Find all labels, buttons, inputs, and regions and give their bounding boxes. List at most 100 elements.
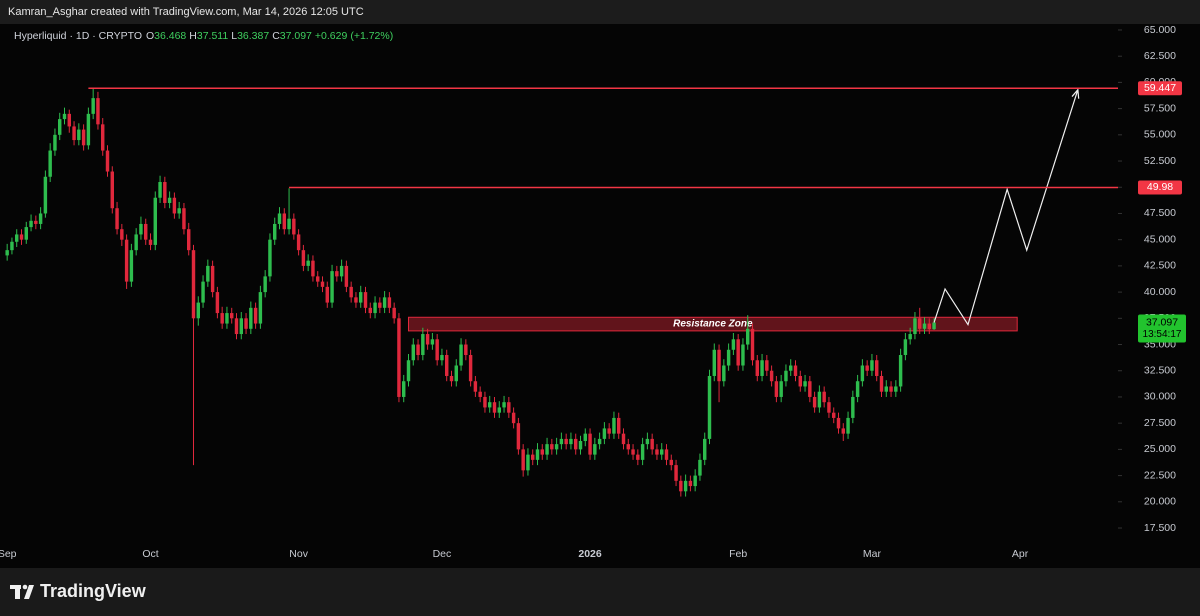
candle-body	[870, 360, 874, 371]
candle-body	[593, 444, 597, 455]
candle-body	[445, 355, 449, 376]
candle-body	[124, 239, 129, 282]
candle-body	[292, 218, 296, 235]
candle-body	[789, 365, 793, 371]
candle-body	[24, 227, 28, 240]
candle-body	[631, 449, 635, 455]
candle-body	[832, 412, 836, 418]
candle-body	[77, 129, 81, 141]
candle-body	[182, 208, 186, 230]
candle-body	[645, 438, 650, 445]
candle-body	[545, 444, 549, 455]
candle-body	[210, 265, 215, 293]
candle-body	[827, 402, 831, 413]
candle-body	[435, 339, 439, 361]
candle-body	[258, 292, 263, 324]
candle-body	[922, 323, 927, 329]
candle-body	[932, 322, 936, 330]
candle-body	[296, 234, 301, 251]
candle-body	[253, 307, 258, 324]
candle-body	[411, 344, 415, 361]
candle-body	[894, 386, 898, 392]
candle-body	[473, 381, 478, 392]
candle-body	[187, 229, 191, 251]
symbol: Hyperliquid · 1D · CRYPTO	[14, 30, 142, 42]
candle-body	[129, 250, 134, 282]
candle-body	[875, 360, 879, 376]
candle-body	[774, 381, 779, 397]
candle-body	[335, 271, 339, 277]
candle-body	[674, 465, 678, 481]
candle-body	[712, 349, 716, 376]
candle-body	[459, 344, 463, 366]
candle-body	[707, 375, 712, 439]
candle-body	[402, 381, 406, 397]
candle-body	[34, 220, 38, 224]
candle-body	[554, 444, 559, 450]
candle-body	[765, 360, 769, 371]
ohlc-value: 36.387	[237, 30, 269, 42]
projection-arrowhead	[1071, 88, 1080, 99]
last-price: 37.097	[1146, 316, 1178, 328]
zone-label: Resistance Zone	[673, 319, 753, 330]
candle-body	[836, 417, 841, 429]
candle-body	[626, 444, 630, 450]
ohlc-value: 37.511	[197, 30, 228, 42]
candle-body	[812, 396, 817, 408]
candle-body	[750, 328, 755, 361]
candle-body	[640, 444, 645, 460]
candle-body	[440, 355, 444, 361]
x-tick-label: Apr	[1012, 548, 1029, 560]
candle-body	[96, 98, 100, 125]
candle-body	[583, 433, 587, 441]
candle-body	[430, 339, 435, 345]
candle-body	[531, 454, 535, 460]
candle-body	[521, 449, 525, 471]
candle-body	[406, 360, 411, 382]
candle-body	[636, 454, 640, 460]
candle-body	[540, 449, 544, 455]
candle-body	[15, 234, 19, 242]
candle-body	[311, 260, 315, 277]
candle-body	[860, 365, 865, 382]
candle-body	[273, 223, 277, 240]
candle-body	[201, 281, 205, 303]
candle-body	[101, 124, 105, 151]
footer-bar	[0, 568, 1200, 616]
candle-body	[363, 292, 368, 308]
candle-body	[454, 365, 458, 382]
candle-body	[655, 449, 659, 455]
candle-body	[105, 150, 110, 172]
candle-body	[588, 433, 592, 455]
candle-body	[769, 370, 774, 382]
candle-body	[650, 438, 654, 450]
candle-body	[86, 113, 91, 146]
y-tick-label: 62.500	[1144, 50, 1176, 62]
candle-body	[263, 276, 267, 293]
candle-body	[10, 241, 14, 251]
candle-body	[29, 220, 33, 228]
candle-body	[373, 302, 377, 314]
candle-body	[612, 417, 616, 434]
candle-body	[889, 386, 893, 392]
candle-body	[220, 313, 224, 324]
plot-area: 17.500 20.000 22.500 25.000 27.500 30.000 32.5…	[0, 24, 1186, 560]
candle-body	[497, 407, 501, 413]
last-price-box	[1138, 314, 1186, 343]
candle-body	[516, 423, 521, 450]
change: +0.629	[315, 30, 348, 42]
candle-body	[779, 381, 783, 397]
candle-body	[349, 286, 353, 298]
candle-body	[378, 302, 382, 308]
y-tick-label: 45.000	[1144, 233, 1176, 245]
y-tick-label: 57.500	[1144, 102, 1176, 114]
ohlc-letter: O	[146, 30, 154, 42]
candle-body	[43, 176, 48, 214]
y-tick-label: 22.500	[1144, 469, 1176, 481]
x-tick-label: 2026	[578, 548, 602, 560]
candle-body	[488, 402, 492, 408]
candle-body	[287, 218, 291, 230]
candle-body	[698, 459, 702, 476]
